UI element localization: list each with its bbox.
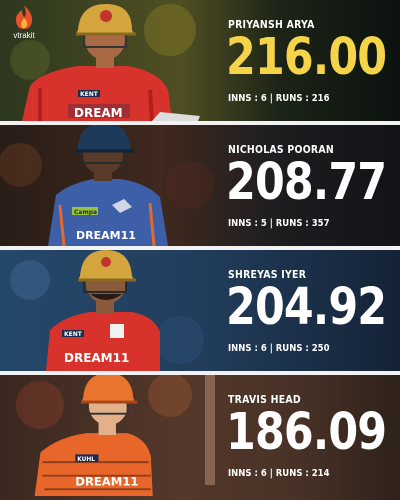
player-card-1: KENT DREAM PRIYANSH ARYA 216.00 INNS : 6… (0, 0, 400, 121)
svg-text:KENT: KENT (80, 91, 99, 98)
svg-text:Campa: Campa (74, 209, 97, 216)
player-photo-shreyas-iyer: KENT DREAM11 (0, 250, 230, 371)
player-photo-nicholas-pooran: Campa DREAM11 (0, 125, 230, 246)
brand-name: vtrakit (13, 31, 35, 40)
player-name: SHREYAS IYER (228, 268, 307, 281)
player-name: NICHOLAS POORAN (228, 143, 334, 156)
strike-rate-value: 208.77 (226, 153, 387, 212)
player-card-3: KENT DREAM11 SHREYAS IYER 204.92 INNS : … (0, 250, 400, 371)
brand-logo: vtrakit (4, 4, 44, 48)
strike-rate-value: 204.92 (226, 278, 387, 337)
innings-runs-text: INNS : 6 | RUNS : 214 (228, 468, 330, 479)
divider (0, 246, 400, 250)
divider (0, 121, 400, 125)
strike-rate-value: 186.09 (226, 403, 387, 462)
flame-logo-icon (15, 5, 33, 29)
svg-text:DREAM11: DREAM11 (76, 229, 136, 242)
svg-text:KENT: KENT (64, 331, 83, 338)
player-photo-priyansh-arya: KENT DREAM (0, 0, 230, 121)
svg-text:DREAM: DREAM (74, 106, 123, 120)
player-photo-travis-head: KUHL DREAM11 (0, 375, 230, 496)
innings-runs-text: INNS : 6 | RUNS : 250 (228, 343, 330, 354)
svg-text:DREAM11: DREAM11 (64, 351, 129, 365)
player-name: TRAVIS HEAD (228, 393, 301, 406)
innings-runs-text: INNS : 6 | RUNS : 216 (228, 93, 330, 104)
player-card-4: KUHL DREAM11 TRAVIS HEAD 186.09 INNS : 6… (0, 375, 400, 500)
innings-runs-text: INNS : 5 | RUNS : 357 (228, 218, 330, 229)
player-name: PRIYANSH ARYA (228, 18, 315, 31)
stadium-background (0, 375, 400, 500)
svg-text:DREAM11: DREAM11 (75, 474, 138, 488)
stats-block: PRIYANSH ARYA 216.00 INNS : 6 | RUNS : 2… (226, 0, 396, 121)
svg-text:KUHL: KUHL (77, 457, 95, 463)
stats-block: TRAVIS HEAD 186.09 INNS : 6 | RUNS : 214 (226, 375, 396, 496)
player-card-2: Campa DREAM11 NICHOLAS POORAN 208.77 INN… (0, 125, 400, 246)
divider (0, 371, 400, 375)
strike-rate-value: 216.00 (226, 28, 387, 87)
stats-block: NICHOLAS POORAN 208.77 INNS : 5 | RUNS :… (226, 125, 396, 246)
stats-block: SHREYAS IYER 204.92 INNS : 6 | RUNS : 25… (226, 250, 396, 371)
